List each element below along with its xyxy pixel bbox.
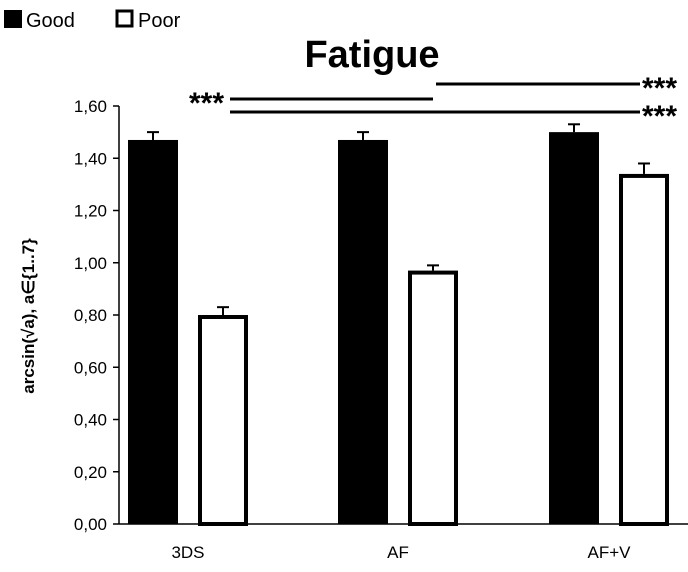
y-axis-label: arcsin(√a), a∈{1..7}: [19, 238, 38, 394]
bar-good-3ds: [128, 139, 178, 524]
y-tick-label: 1,20: [74, 202, 107, 221]
bar-good-af: [338, 139, 388, 524]
legend-label-poor: Poor: [138, 10, 181, 32]
x-tick-label: AF+V: [588, 543, 632, 562]
sig-label: ***: [642, 72, 677, 105]
y-tick-label: 0,60: [74, 358, 107, 377]
bar-good-af-v: [549, 132, 599, 524]
x-ticks: 3DS AF AF+V: [171, 543, 631, 562]
bar-poor-3ds: [198, 315, 248, 526]
bar-poor-af: [408, 270, 458, 526]
y-tick-label: 0,80: [74, 306, 107, 325]
significance-brackets: *** ******: [189, 72, 677, 133]
bars: [128, 123, 669, 527]
legend-label-good: Good: [26, 10, 75, 32]
y-tick-label: 0,00: [74, 515, 107, 534]
legend-swatch-good: [4, 10, 22, 28]
bar-poor-af-v: [619, 173, 669, 527]
y-ticks: 0,00 0,20 0,40 0,60 0,80 1,00 1,20 1,40 1,60: [74, 97, 119, 534]
legend: Good Poor: [4, 9, 181, 32]
y-tick-label: 1,00: [74, 254, 107, 273]
chart-title: Fatigue: [304, 34, 439, 76]
y-tick-label: 0,20: [74, 463, 107, 482]
y-tick-label: 1,60: [74, 97, 107, 116]
x-tick-label: 3DS: [171, 543, 204, 562]
y-tick-label: 0,40: [74, 411, 107, 430]
sig-label: ***: [189, 87, 224, 120]
y-tick-label: 1,40: [74, 149, 107, 168]
sig-label: ***: [642, 100, 677, 133]
legend-swatch-poor: [115, 9, 134, 28]
x-tick-label: AF: [387, 543, 409, 562]
